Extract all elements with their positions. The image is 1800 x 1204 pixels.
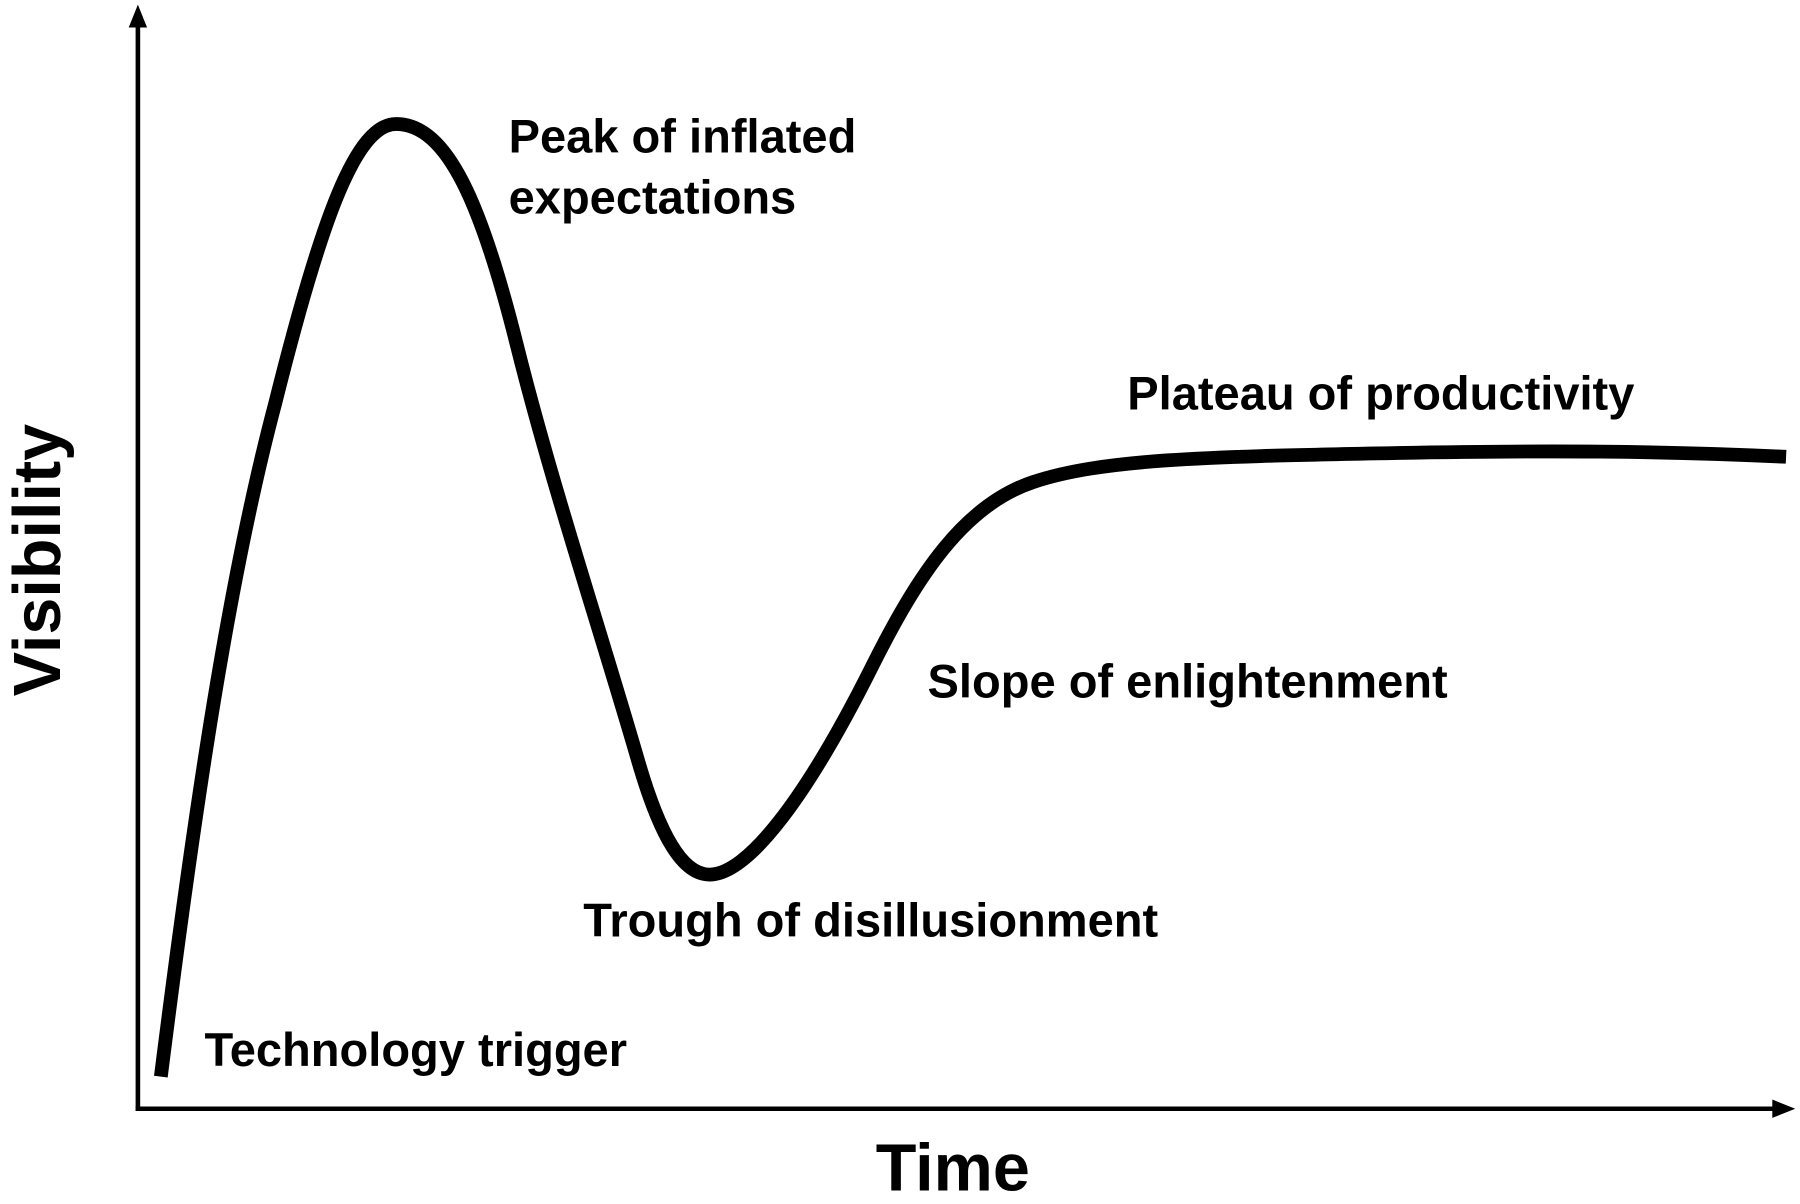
x-axis-title: Time — [876, 1132, 1030, 1204]
phase-label: Slope of enlightenment — [928, 655, 1448, 708]
y-axis-arrow — [128, 4, 148, 28]
phase-label: Peak of inflated — [509, 109, 857, 162]
phase-label: Trough of disillusionment — [583, 893, 1158, 946]
phase-label: Plateau of productivity — [1127, 367, 1634, 420]
phase-label: expectations — [509, 170, 797, 223]
x-axis-arrow — [1772, 1099, 1796, 1118]
phase-label: Technology trigger — [204, 1023, 627, 1076]
y-axis-title: Visibility — [1, 424, 75, 697]
hype-curve — [154, 117, 1787, 1078]
